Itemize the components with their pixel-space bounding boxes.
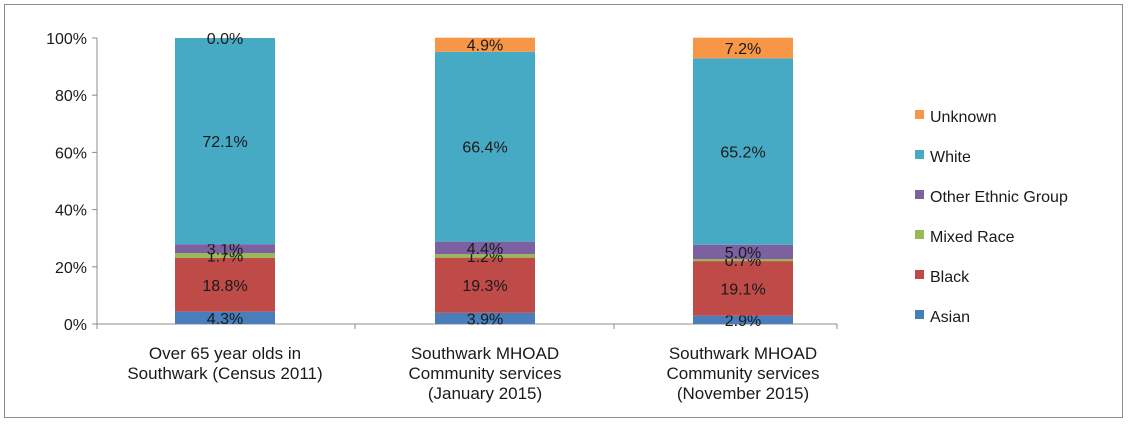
category-label: Southwark MHOAD	[669, 344, 817, 363]
bar-segment-unknown	[693, 37, 793, 59]
data-label: 19.3%	[462, 278, 507, 295]
data-label: 5.0%	[725, 245, 761, 262]
data-label: 2.9%	[725, 313, 761, 330]
bar-segment-asian	[435, 312, 535, 324]
category-label: (January 2015)	[428, 384, 542, 403]
bar-segment-other-ethnic-group	[175, 244, 275, 254]
legend-swatch	[915, 310, 924, 319]
legend-label: Asian	[930, 309, 970, 326]
data-label: 65.2%	[720, 145, 765, 162]
bar-segment-black	[175, 257, 275, 312]
bar-segment-asian	[175, 311, 275, 324]
stacked-bar-chart: 0%20%40%60%80%100%4.3%18.8%1.7%3.1%72.1%…	[46, 31, 1068, 403]
y-tick-label: 80%	[55, 88, 87, 105]
data-label: 7.2%	[725, 41, 761, 58]
bar-segment-white	[175, 38, 275, 245]
y-tick-label: 40%	[55, 203, 87, 220]
legend-swatch	[915, 110, 924, 119]
data-label: 72.1%	[202, 134, 247, 151]
bar-segment-mixed-race	[693, 259, 793, 262]
bar-segment-black	[435, 257, 535, 313]
y-tick-label: 100%	[46, 31, 87, 48]
bar-segment-white	[693, 58, 793, 245]
data-label: 4.9%	[467, 38, 503, 55]
y-tick-label: 0%	[64, 317, 87, 334]
data-label: 66.4%	[462, 140, 507, 157]
data-label: 4.4%	[467, 241, 503, 258]
legend-swatch	[915, 190, 924, 199]
bar-segment-asian	[693, 315, 793, 324]
bar-segment-unknown	[435, 37, 535, 52]
category-label: Over 65 year olds in	[149, 344, 301, 363]
y-tick-label: 20%	[55, 260, 87, 277]
legend-label: Mixed Race	[930, 229, 1015, 246]
legend-swatch	[915, 230, 924, 239]
bar-segment-mixed-race	[175, 253, 275, 258]
chart-frame: 0% 20% 40% 60% 80% 100% 4.3% 18.8% 1.7% 3.1% 72.1%…	[4, 4, 1123, 418]
legend-swatch	[915, 270, 924, 279]
data-label: 19.1%	[720, 281, 765, 298]
legend-label: White	[930, 149, 971, 166]
legend-label: Other Ethnic Group	[930, 189, 1068, 206]
data-label: 3.1%	[207, 242, 243, 259]
legend-swatch	[915, 150, 924, 159]
category-label: Community services	[666, 364, 819, 383]
data-label: 4.3%	[207, 311, 243, 328]
bar-segment-black	[693, 261, 793, 316]
data-label: 18.8%	[202, 278, 247, 295]
legend-label: Unknown	[930, 109, 997, 126]
legend-label: Black	[930, 269, 970, 286]
bar-segment-white	[435, 51, 535, 242]
bar-segment-mixed-race	[435, 254, 535, 258]
data-label: 3.9%	[467, 311, 503, 328]
bar-segment-other-ethnic-group	[693, 244, 793, 260]
category-label: Southwark (Census 2011)	[127, 364, 322, 383]
category-label: (November 2015)	[677, 384, 809, 403]
y-tick-label: 60%	[55, 145, 87, 162]
category-label: Community services	[408, 364, 561, 383]
data-label: 0.0%	[207, 31, 243, 48]
category-label: Southwark MHOAD	[411, 344, 559, 363]
bar-segment-other-ethnic-group	[435, 241, 535, 255]
